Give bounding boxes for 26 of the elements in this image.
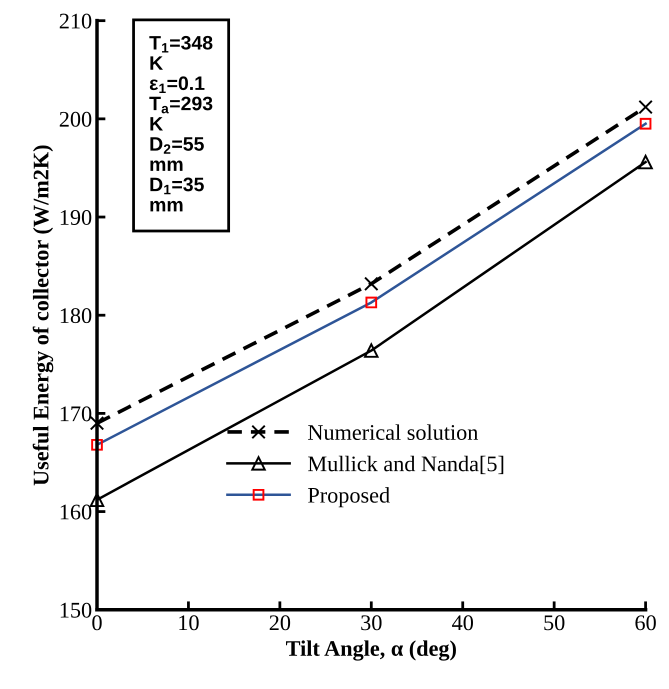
y-tick-label: 210 — [60, 14, 92, 29]
x-axis-title: Tilt Angle, α (deg) — [286, 640, 456, 661]
x-tick-label: 0 — [92, 615, 102, 630]
legend-label: Mullick and Nanda[5] — [308, 456, 504, 474]
point — [364, 343, 379, 358]
y-tick-label: 200 — [60, 112, 92, 127]
x-tick-label: 60 — [635, 615, 656, 630]
x-tick-label: 30 — [361, 615, 382, 630]
text: T$_{1}$=348 K ε$_{1}$=0.1 T$_{a}$=293 K D$_{2}$=55 mm D$_{1}$=35 mm — [149, 36, 212, 212]
y-tick-label: 150 — [60, 602, 92, 618]
point — [364, 276, 379, 292]
y-tick-label: 170 — [60, 406, 92, 422]
y-tick-label: 190 — [60, 210, 92, 225]
x-tick-label: 10 — [179, 615, 199, 630]
point — [90, 416, 104, 430]
point — [638, 154, 653, 170]
y-tick-label: 160 — [60, 504, 92, 520]
x-tick-label: 20 — [270, 615, 290, 630]
legend-label: Proposed — [308, 487, 390, 508]
x-tick-label: 40 — [452, 615, 473, 630]
point — [90, 492, 104, 508]
y-axis-title: Useful Energy of collector (W/m2K) — [32, 145, 54, 486]
legend-label: Numerical solution — [308, 424, 478, 440]
y-tick-label: 180 — [60, 308, 92, 324]
point — [638, 100, 653, 114]
x-tick-label: 50 — [544, 615, 564, 630]
